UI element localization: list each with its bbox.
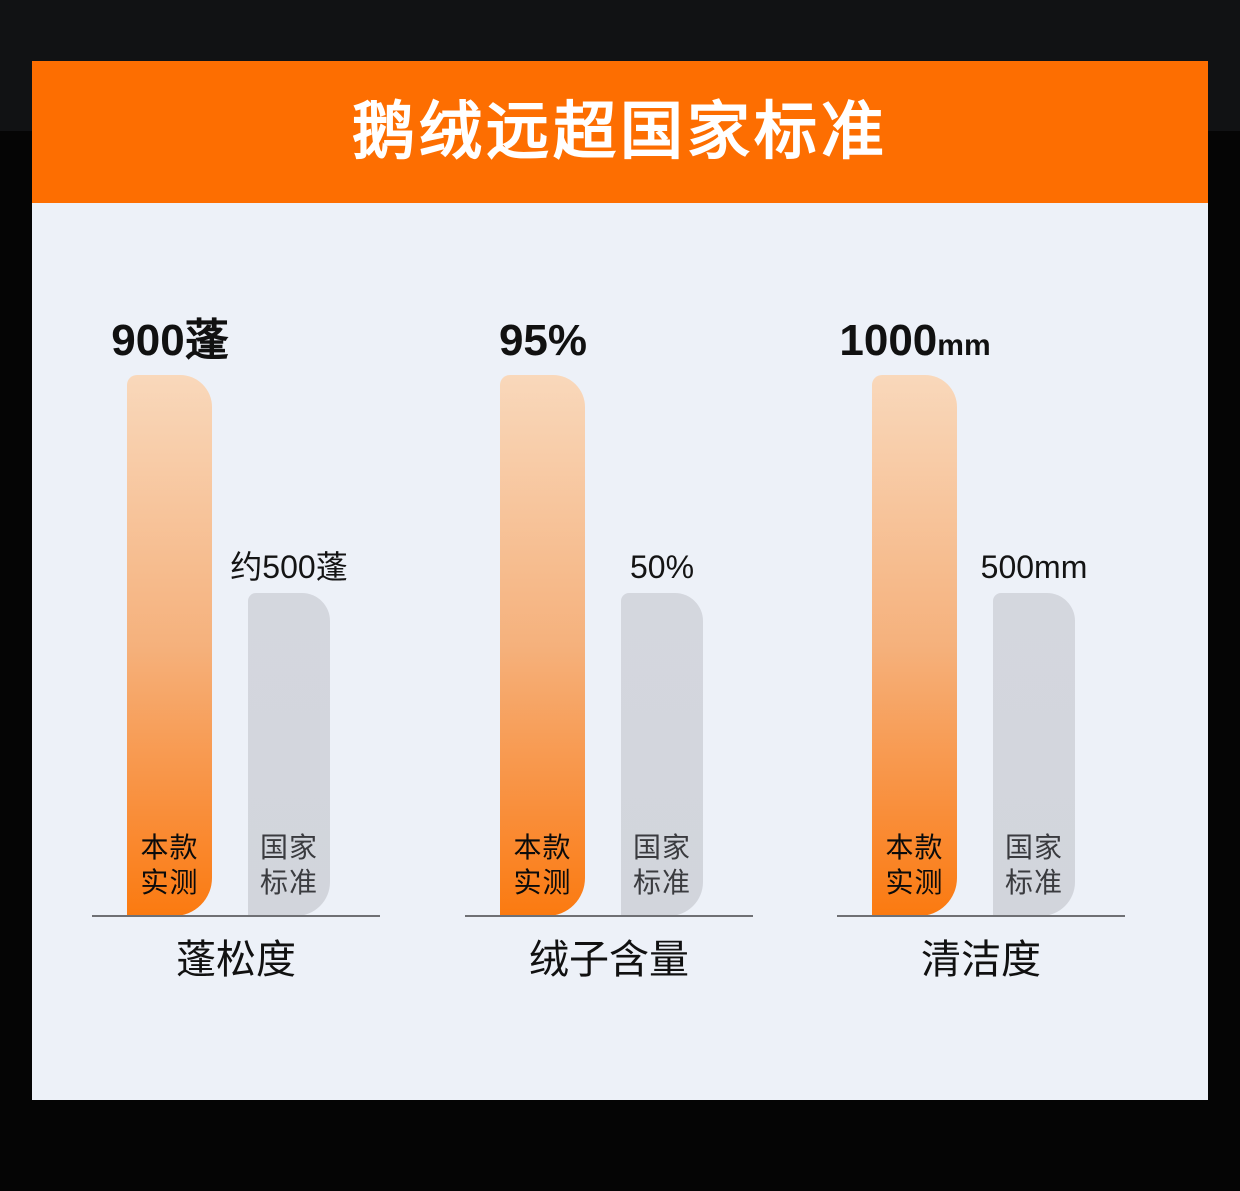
standard-bar: 国家 标准 — [993, 593, 1075, 916]
product-series-line2: 实测 — [140, 867, 199, 898]
product-bar: 本款 实测 — [127, 375, 212, 916]
category-label: 蓬松度 — [176, 938, 296, 982]
axis-baseline — [465, 915, 753, 917]
standard-bar: 国家 标准 — [621, 593, 703, 916]
product-series-line1: 本款 — [885, 832, 944, 863]
product-value-label: 95% — [465, 317, 621, 365]
standard-bar-series-label: 国家 标准 — [993, 830, 1075, 900]
product-series-line1: 本款 — [140, 832, 199, 863]
product-value-main: 900蓬 — [111, 316, 229, 365]
axis-baseline — [92, 915, 380, 917]
product-series-line1: 本款 — [513, 832, 572, 863]
category-label: 清洁度 — [921, 938, 1041, 982]
chart-group-fluffiness: 900蓬 约500蓬 本款 实测 国家 标准 蓬松度 — [92, 203, 380, 1100]
standard-series-line2: 标准 — [259, 867, 318, 898]
standard-series-line1: 国家 — [259, 832, 318, 863]
standard-bar: 国家 标准 — [248, 593, 330, 916]
standard-series-line1: 国家 — [632, 832, 691, 863]
product-bar-series-label: 本款 实测 — [500, 830, 585, 900]
category-label: 绒子含量 — [529, 938, 689, 982]
chart-group-down-content: 95% 50% 本款 实测 国家 标准 绒子含量 — [465, 203, 753, 1100]
standard-series-line2: 标准 — [632, 867, 691, 898]
standard-series-line2: 标准 — [1004, 867, 1063, 898]
standard-bar-series-label: 国家 标准 — [248, 830, 330, 900]
product-value-main: 95% — [498, 316, 588, 365]
product-bar-series-label: 本款 实测 — [872, 830, 957, 900]
product-value-main: 1000 — [839, 316, 938, 365]
standard-bar-series-label: 国家 标准 — [621, 830, 703, 900]
product-bar: 本款 实测 — [500, 375, 585, 916]
product-series-line2: 实测 — [885, 867, 944, 898]
standard-value-label: 500mm — [980, 549, 1088, 585]
product-value-label: 1000mm — [837, 317, 993, 365]
product-series-line2: 实测 — [513, 867, 572, 898]
standard-series-line1: 国家 — [1004, 832, 1063, 863]
product-value-label: 900蓬 — [92, 317, 248, 365]
chart-panel: 900蓬 约500蓬 本款 实测 国家 标准 蓬松度 95% 50% — [32, 203, 1208, 1100]
axis-baseline — [837, 915, 1125, 917]
standard-value-label: 50% — [629, 549, 695, 585]
chart-group-cleanliness: 1000mm 500mm 本款 实测 国家 标准 清洁度 — [837, 203, 1125, 1100]
product-bar-series-label: 本款 实测 — [127, 830, 212, 900]
page-title: 鹅绒远超国家标准 — [352, 97, 888, 167]
product-bar: 本款 实测 — [872, 375, 957, 916]
standard-value-label: 约500蓬 — [230, 549, 348, 585]
header-banner: 鹅绒远超国家标准 — [32, 61, 1208, 203]
product-value-suffix: mm — [937, 329, 991, 362]
